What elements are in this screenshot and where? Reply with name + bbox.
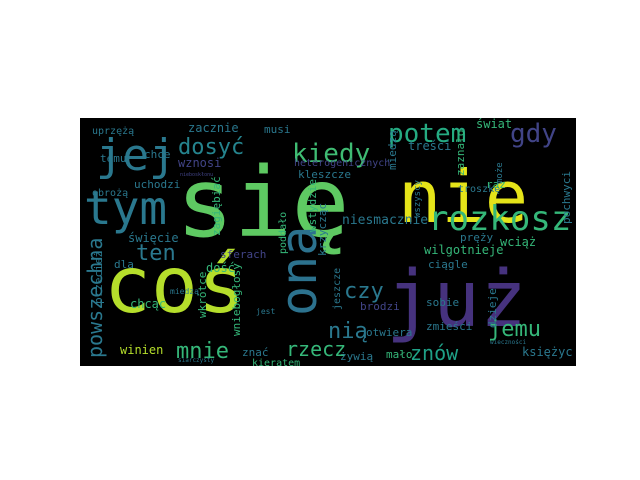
word: przecież (92, 251, 105, 304)
word: jeszcze (332, 268, 343, 310)
word: nieboskłonu (180, 172, 213, 178)
word: niesmacznie (342, 213, 428, 228)
word: kieratem (252, 358, 300, 366)
word: wniebogłosy (230, 263, 243, 336)
word: poddało (278, 212, 289, 254)
word: rzecz (286, 337, 346, 361)
word: raz (486, 178, 506, 191)
word: wciąż (500, 235, 536, 249)
word: chce (144, 148, 171, 161)
word: powszechna (83, 238, 107, 358)
word: kiedy (292, 139, 370, 169)
word: znów (410, 341, 459, 365)
word: otwiera (366, 326, 412, 339)
word: zmieści (426, 320, 472, 333)
word: coś (104, 241, 245, 331)
word: czy (344, 279, 384, 304)
word: gdy (510, 119, 557, 149)
word: księżyc (522, 345, 573, 359)
word: kleszcze (298, 168, 351, 181)
word: zacznie (188, 121, 239, 135)
word: nią (328, 319, 368, 344)
word: ona (270, 226, 328, 316)
word: heterogenicznych (294, 158, 390, 169)
word: winien (120, 343, 163, 357)
word: ciągle (428, 258, 468, 271)
word: się (176, 147, 349, 259)
word: mało (386, 348, 413, 361)
word: pręży (460, 231, 493, 244)
word: zaznało (454, 130, 467, 176)
word: chcąc (130, 297, 166, 311)
word: temu (100, 152, 127, 165)
word: wznosi (178, 156, 221, 170)
word: żywią (340, 350, 373, 363)
word: uchodzi (134, 178, 180, 191)
word: może (495, 162, 505, 184)
word: wieczności (490, 339, 527, 346)
word: troszkę (458, 184, 500, 195)
word: dzieje (486, 288, 499, 328)
word: świat (476, 118, 512, 131)
word: miedzą (386, 130, 399, 170)
word: już (386, 255, 527, 345)
word: jej (96, 130, 175, 181)
word: święcie (128, 231, 179, 245)
word-cloud: się nie coś już ona tym jej rozkosz kiedy potem gd… (80, 118, 576, 366)
word: potem (388, 119, 466, 149)
word: zagiębiać (210, 176, 223, 236)
word: dosyć (178, 135, 244, 160)
word: wszyscy (413, 179, 423, 218)
word: krzycząc (316, 203, 329, 256)
word: wkrótce (196, 272, 209, 318)
word: wilgotnieje (424, 243, 503, 257)
word: miedzą (170, 287, 199, 296)
word: siarczysty (178, 357, 215, 364)
word: dla (114, 258, 134, 271)
word: mnie (176, 339, 229, 364)
word: jemu (488, 317, 541, 342)
word: musi (264, 123, 291, 136)
word: ten (136, 241, 176, 266)
word: nie (398, 155, 528, 239)
word: znać (242, 346, 269, 359)
word: brodzi (360, 300, 400, 313)
word: jest (256, 307, 275, 316)
word: pochwyci (560, 171, 573, 224)
word: tym (84, 181, 167, 235)
word: treści (408, 139, 451, 153)
word: rozkosz (428, 199, 571, 239)
word: sobie (426, 296, 459, 309)
word: sferach (220, 248, 266, 261)
word: dość (206, 261, 235, 275)
word: uprzężą (92, 126, 134, 137)
word: wstydzie (306, 179, 319, 232)
word: obrożą (92, 188, 128, 199)
